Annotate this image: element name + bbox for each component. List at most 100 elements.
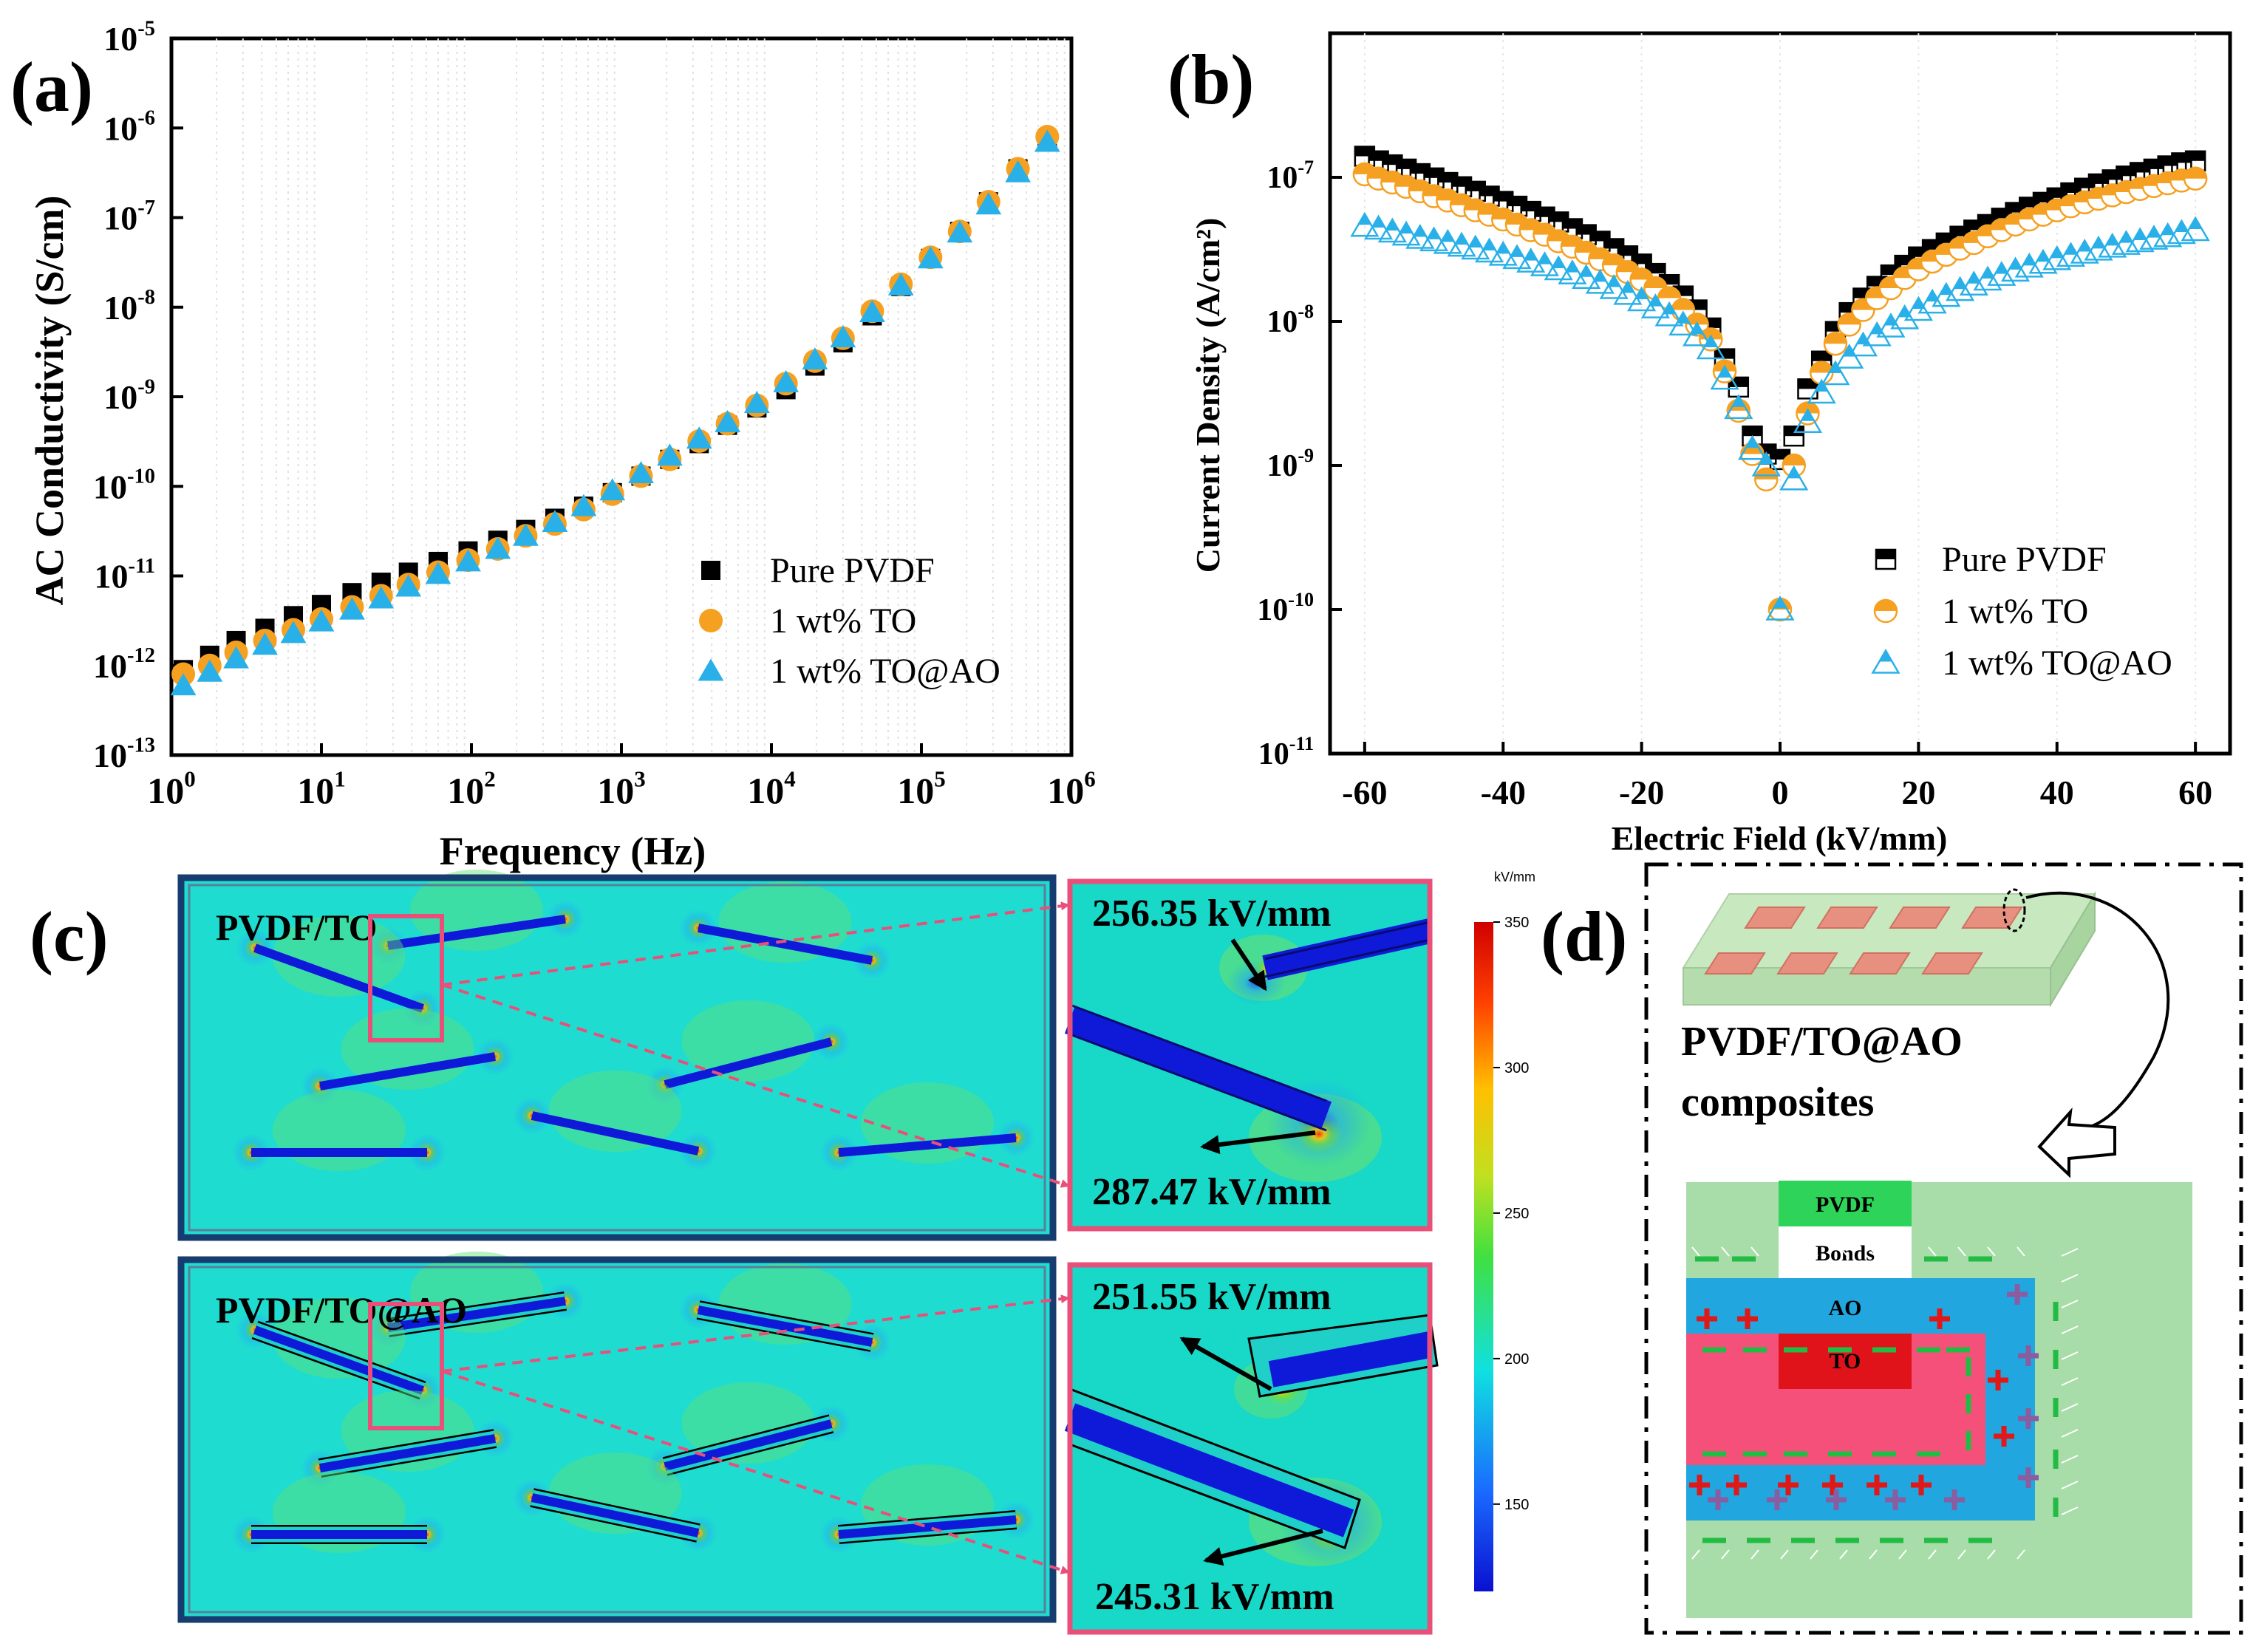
data-point-top: [1671, 298, 1694, 310]
data-point-top: [1967, 272, 1981, 284]
fiber: [253, 1325, 425, 1395]
data-point-top: [1745, 437, 1759, 448]
focus-ellipse: [2002, 888, 2026, 932]
colorbar-tick-label: 200: [1504, 1351, 1529, 1368]
data-point: [542, 510, 568, 533]
interface-hatch: [1928, 1549, 1937, 1560]
data-point-outline: [1488, 240, 1518, 266]
fiber: [664, 1419, 833, 1471]
data-point-outline: [1544, 255, 1573, 281]
ao-box: [1779, 1278, 1912, 1334]
filler-tile: [1921, 952, 1983, 975]
y-tick-label: 10-11: [95, 555, 155, 595]
filler-tile: [1849, 952, 1911, 975]
data-point: [1946, 276, 1975, 301]
data-point-top: [2147, 226, 2161, 238]
interface-hatch: [1869, 1549, 1878, 1560]
plus-charge: [1885, 1489, 1906, 1510]
data-point-outline: [1973, 265, 2002, 291]
plus-charge: [1988, 1370, 2008, 1390]
filler-tile: [1776, 952, 1838, 975]
data-point-top: [1617, 246, 1637, 256]
interface-hatch: [1721, 1549, 1730, 1560]
x-tick-label: 104: [747, 766, 796, 812]
interface-hatch: [1898, 1246, 1907, 1257]
colorbar-unit: kV/mm: [1494, 870, 1535, 884]
plus-charge: [1689, 1475, 1710, 1495]
panel-b-xlabel: Electric Field (kV/mm): [1612, 819, 1948, 857]
data-point-top: [1715, 349, 1735, 359]
colorbar: kV/mm 350 300 250 200 150: [1474, 870, 1535, 1591]
y-tick-label: 10-8: [103, 286, 155, 327]
x-tick-label: 0: [1772, 774, 1789, 811]
data-point-top: [1728, 377, 1748, 387]
panel-c: (c) PVDF/TO PVDF/TO@AO: [30, 870, 1535, 1635]
zoom-connectors: [441, 901, 1070, 1574]
data-point-outline: [1793, 408, 1823, 434]
data-point-top: [1616, 261, 1639, 273]
y-tick-label: 10-7: [1267, 157, 1314, 195]
plus-charge: [1708, 1489, 1728, 1510]
fiber: [319, 1434, 496, 1472]
data-point-top: [1798, 379, 1818, 389]
data-point-outline: [1821, 360, 1850, 386]
data-point-outline: [1447, 231, 1476, 257]
data-point-top: [1926, 290, 1939, 302]
data-point-outline: [1350, 211, 1380, 237]
data-point-top: [2064, 243, 2078, 255]
data-point-top: [1524, 249, 1538, 261]
panel-b-legend: Pure PVDF 1 wt% TO 1 wt% TO@AO: [1871, 540, 2172, 683]
map-pvdf-to-ao: PVDF/TO@AO: [177, 1252, 1057, 1623]
data-point: [1364, 214, 1394, 240]
interface-hatch: [1721, 1246, 1730, 1257]
filler-tile: [1889, 907, 1951, 929]
map-pvdf-to: PVDF/TO: [177, 870, 1057, 1241]
data-point-top: [1634, 288, 1649, 300]
fiber: [697, 1305, 873, 1347]
data-point: [1613, 279, 1643, 305]
interface-hatch: [1839, 1246, 1848, 1257]
data-point: [1405, 223, 1435, 249]
x-tick-label: -20: [1619, 774, 1664, 811]
arrow: [1203, 1529, 1323, 1566]
plus-charge: [1778, 1475, 1799, 1495]
colorbar-tick-label: 250: [1504, 1206, 1529, 1222]
colorbar-ticks: 350 300 250 200 150: [1493, 915, 1529, 1513]
interface-hatch: [2061, 1429, 2079, 1438]
data-point: [947, 220, 973, 243]
data-point-outline: [1682, 321, 1712, 347]
data-point: [1807, 378, 1836, 404]
data-point: [1959, 270, 1988, 296]
data-point-top: [1630, 268, 1653, 280]
panel-c-label: (c): [30, 897, 109, 976]
panel-d: (d) PVDF/TO@AO composites PVDF Bonds AO: [1541, 862, 2243, 1635]
data-point-top: [1782, 454, 1805, 465]
data-point-top: [1358, 214, 1371, 225]
data-point-outline: [2000, 256, 2031, 282]
fiber: [664, 1037, 833, 1089]
data-point-top: [1824, 332, 1847, 344]
data-point: [1516, 248, 1546, 273]
data-point: [252, 632, 278, 655]
data-point: [1751, 451, 1781, 477]
data-point-outline: [1364, 214, 1394, 240]
y-tick-label: 10-9: [103, 375, 155, 416]
interface-hatch: [1691, 1549, 1700, 1560]
plus-charge: [2018, 1408, 2039, 1429]
data-point-top: [2133, 229, 2147, 241]
data-point-top: [1742, 426, 1762, 437]
data-point-outline: [1783, 425, 1804, 447]
data-point: [1005, 160, 1032, 182]
data-point: [1544, 255, 1573, 281]
interface-hatch: [1987, 1246, 1996, 1257]
plus-charge: [1726, 1475, 1747, 1495]
data-point-top: [2186, 151, 2206, 161]
plus-charge: [1767, 1489, 1787, 1510]
panel-b: (b) -60 -40 -20 0 20 40 60 10-11 10-10 10-9 10-8 10…: [1167, 31, 2232, 857]
data-point-outline: [1917, 288, 1947, 314]
data-point: [308, 609, 335, 632]
ao-layer-label: AO: [1829, 1296, 1862, 1320]
interface-hatch: [1898, 1549, 1907, 1560]
data-point: [1835, 344, 1864, 369]
